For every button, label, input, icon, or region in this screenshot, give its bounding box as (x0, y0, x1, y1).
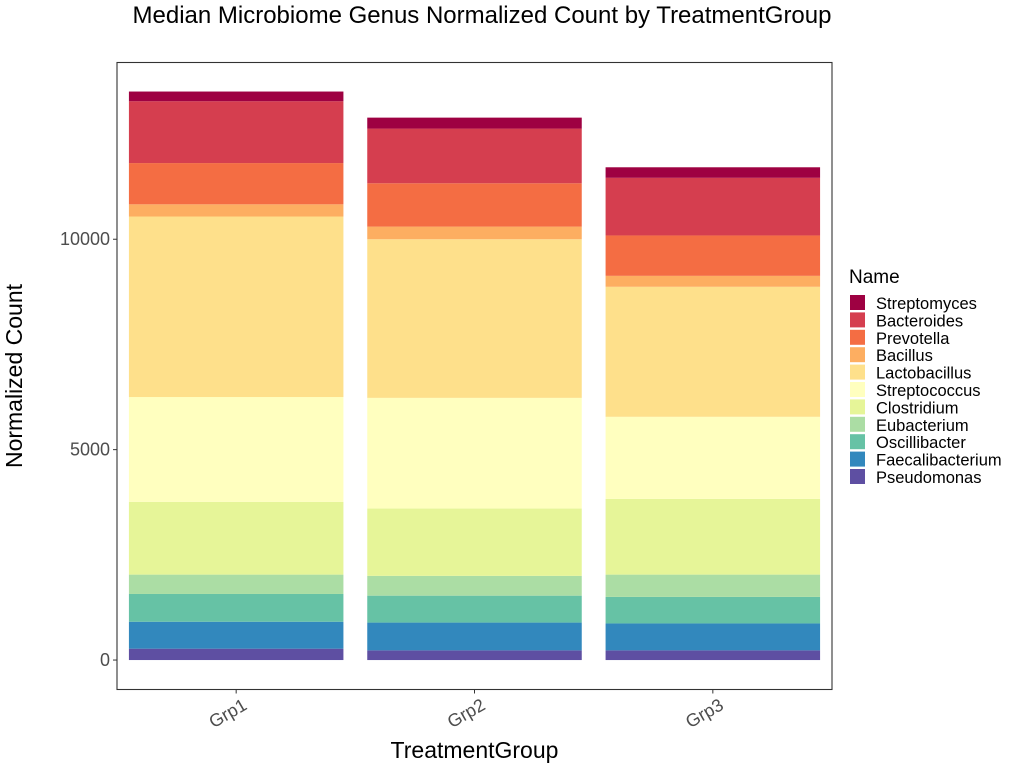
chart-title: Median Microbiome Genus Normalized Count… (133, 2, 832, 29)
legend-swatch-bacillus (850, 347, 865, 363)
legend-swatch-pseudomonas (850, 469, 865, 484)
bar-segment-grp1-bacteroides (128, 101, 344, 164)
bar-segment-grp2-clostridium (367, 508, 582, 576)
legend-label-bacteroides: Bacteroides (876, 312, 963, 330)
bar-segment-grp3-bacteroides (605, 177, 821, 236)
x-axis-title: TreatmentGroup (391, 737, 559, 763)
legend-label-prevotella: Prevotella (876, 330, 950, 348)
y-axis-title: Normalized Count (1, 283, 27, 468)
bar-segment-grp3-streptomyces (605, 167, 821, 178)
legend-label-pseudomonas: Pseudomonas (876, 469, 982, 487)
legend-swatch-eubacterium (850, 416, 865, 432)
bars-layer (128, 91, 821, 661)
bar-segment-grp1-prevotella (128, 163, 344, 205)
bar-segment-grp2-pseudomonas (367, 650, 582, 661)
legend-title: Name (849, 267, 900, 288)
bar-segment-grp2-oscillibacter (367, 595, 582, 623)
bar-segment-grp2-streptococcus (367, 397, 582, 509)
x-axis-ticks: Grp1 Grp2 Grp3 (205, 689, 727, 732)
legend-swatch-streptomyces (850, 295, 865, 310)
legend-swatch-prevotella (850, 329, 865, 345)
bar-segment-grp1-bacillus (128, 204, 344, 217)
legend: Name StreptomycesBacteroidesPrevotellaBa… (849, 267, 1002, 487)
y-axis-ticks: 0 5000 10000 (60, 229, 117, 670)
x-tick-label: Grp3 (682, 695, 727, 732)
bar-segment-grp1-lactobacillus (128, 216, 344, 398)
bar-segment-grp1-clostridium (128, 501, 344, 575)
bar-segment-grp2-bacteroides (367, 128, 582, 184)
bar-segment-grp2-prevotella (367, 183, 582, 227)
x-tick-label: Grp2 (444, 695, 489, 732)
legend-swatch-oscillibacter (850, 434, 865, 450)
bar-segment-grp3-eubacterium (605, 574, 821, 597)
legend-swatch-clostridium (850, 399, 865, 415)
bar-segment-grp2-faecalibacterium (367, 622, 582, 651)
bar-segment-grp2-bacillus (367, 226, 582, 240)
bar-segment-grp2-lactobacillus (367, 239, 582, 398)
bar-segment-grp3-clostridium (605, 498, 821, 575)
bar-segment-grp1-pseudomonas (128, 648, 344, 661)
legend-label-lactobacillus: Lactobacillus (876, 365, 971, 383)
legend-swatch-faecalibacterium (850, 451, 865, 467)
bar-segment-grp3-prevotella (605, 235, 821, 276)
bar-segment-grp1-eubacterium (128, 574, 344, 594)
bar-segment-grp3-lactobacillus (605, 286, 821, 417)
y-tick-label: 0 (100, 650, 110, 670)
legend-label-eubacterium: Eubacterium (876, 417, 969, 435)
legend-swatch-bacteroides (850, 312, 865, 328)
y-tick-label: 5000 (70, 440, 110, 460)
bar-segment-grp2-streptomyces (367, 117, 582, 129)
x-tick-label: Grp1 (205, 695, 250, 732)
legend-swatch-lactobacillus (850, 364, 865, 380)
bar-segment-grp3-streptococcus (605, 416, 821, 499)
legend-swatch-streptococcus (850, 382, 865, 397)
bar-segment-grp1-streptococcus (128, 397, 344, 502)
legend-label-streptomyces: Streptomyces (876, 295, 977, 313)
legend-label-bacillus: Bacillus (876, 347, 933, 365)
y-tick-label: 10000 (60, 229, 110, 249)
bar-segment-grp3-faecalibacterium (605, 623, 821, 651)
legend-label-oscillibacter: Oscillibacter (876, 434, 966, 452)
legend-label-faecalibacterium: Faecalibacterium (876, 452, 1002, 470)
bar-segment-grp1-streptomyces (128, 91, 344, 102)
bar-segment-grp3-pseudomonas (605, 650, 821, 661)
bar-segment-grp1-faecalibacterium (128, 621, 344, 649)
bar-segment-grp2-eubacterium (367, 575, 582, 596)
legend-label-clostridium: Clostridium (876, 399, 959, 417)
legend-label-streptococcus: Streptococcus (876, 382, 981, 400)
bar-segment-grp1-oscillibacter (128, 593, 344, 622)
bar-segment-grp3-bacillus (605, 275, 821, 287)
bar-segment-grp3-oscillibacter (605, 596, 821, 624)
